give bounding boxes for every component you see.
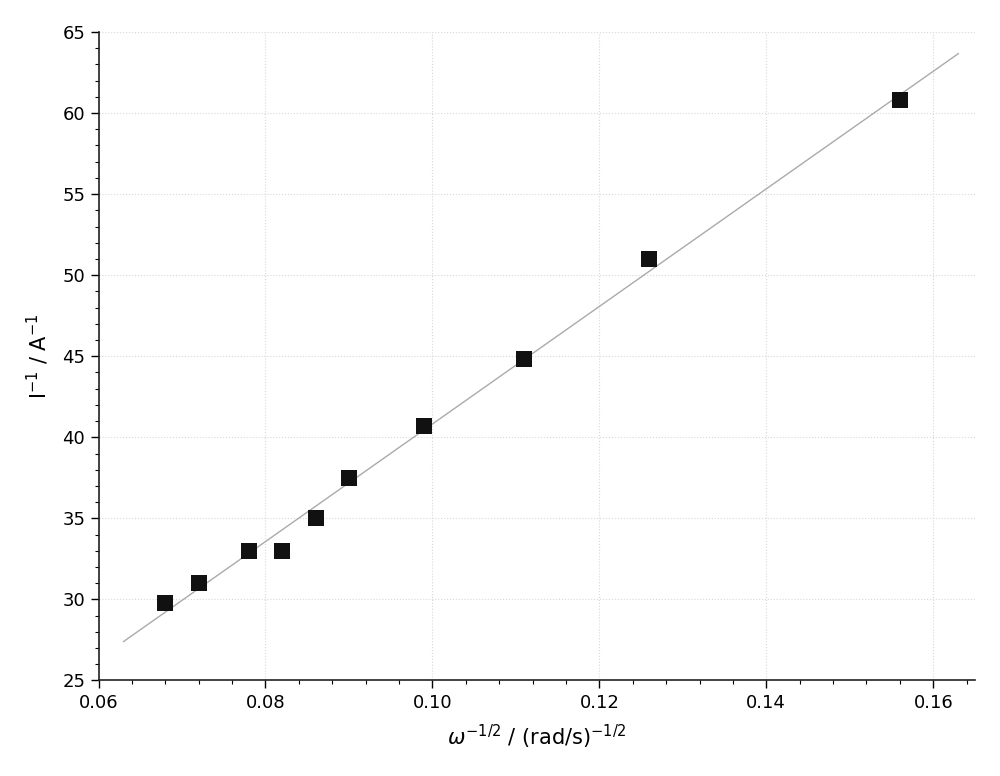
- Point: [241, 545, 257, 557]
- Point: [308, 512, 324, 525]
- Y-axis label: I$^{-1}$ / A$^{-1}$: I$^{-1}$ / A$^{-1}$: [25, 314, 51, 399]
- Point: [157, 597, 173, 609]
- Point: [274, 545, 290, 557]
- Point: [892, 94, 908, 106]
- Point: [416, 420, 432, 432]
- Point: [191, 577, 207, 590]
- Point: [341, 472, 357, 484]
- X-axis label: $\omega^{-1/2}$ / (rad/s)$^{-1/2}$: $\omega^{-1/2}$ / (rad/s)$^{-1/2}$: [447, 722, 626, 751]
- Point: [516, 353, 532, 365]
- Point: [641, 253, 657, 265]
